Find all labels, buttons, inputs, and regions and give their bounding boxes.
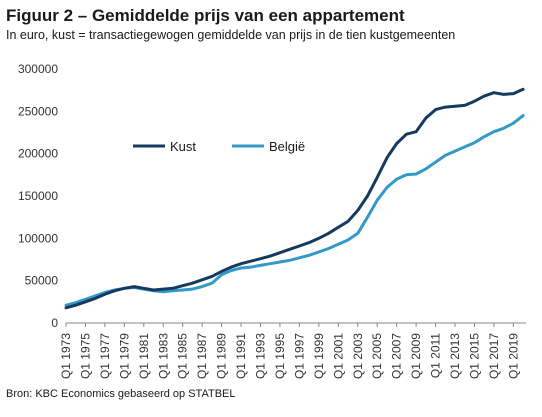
x-tick-label: Q1 1995 [273,333,287,379]
x-tick-label: Q1 1985 [176,333,190,379]
x-tick-label: Q1 2007 [390,333,404,379]
x-tick-label: Q1 2011 [429,333,443,378]
x-tick-label: Q1 1977 [98,333,112,379]
x-tick-label: Q1 2005 [370,333,384,379]
y-tick-label: 100000 [18,231,58,245]
x-tick-label: Q1 1975 [78,333,92,379]
legend-label-belgie: België [269,139,305,154]
x-tick-label: Q1 2017 [487,333,501,379]
x-tick-label: Q1 2003 [351,333,365,379]
chart-subtitle: In euro, kust = transactiegewogen gemidd… [6,28,456,42]
y-tick-label: 0 [51,316,58,330]
y-tick-label: 150000 [18,189,58,203]
y-tick-label: 200000 [18,147,58,161]
y-tick-label: 250000 [18,104,58,118]
x-tick-label: Q1 2015 [467,333,481,379]
x-tick-label: Q1 2009 [409,333,423,379]
series-line-kust [64,87,525,310]
x-tick-label: Q1 1987 [195,333,209,379]
legend-label-kust: Kust [170,139,196,154]
x-tick-label: Q1 2013 [448,333,462,379]
x-tick-label: Q1 2001 [331,333,345,379]
x-tick-label: Q1 1983 [156,333,170,379]
x-tick-label: Q1 2019 [506,333,520,379]
x-tick-label: Q1 1973 [59,333,73,379]
source-note: Bron: KBC Economics gebaseerd op STATBEL [6,388,236,400]
x-tick-label: Q1 1999 [312,333,326,379]
chart-title: Figuur 2 – Gemiddelde prijs van een appa… [6,6,405,25]
y-tick-label: 50000 [25,274,59,288]
x-tick-label: Q1 1979 [117,333,131,379]
x-tick-label: Q1 1991 [234,333,248,379]
x-tick-label: Q1 1981 [137,333,151,379]
x-tick-label: Q1 1997 [292,333,306,379]
y-tick-label: 300000 [18,62,58,76]
x-tick-label: Q1 1993 [254,333,268,379]
x-tick-label: Q1 1989 [215,333,229,379]
